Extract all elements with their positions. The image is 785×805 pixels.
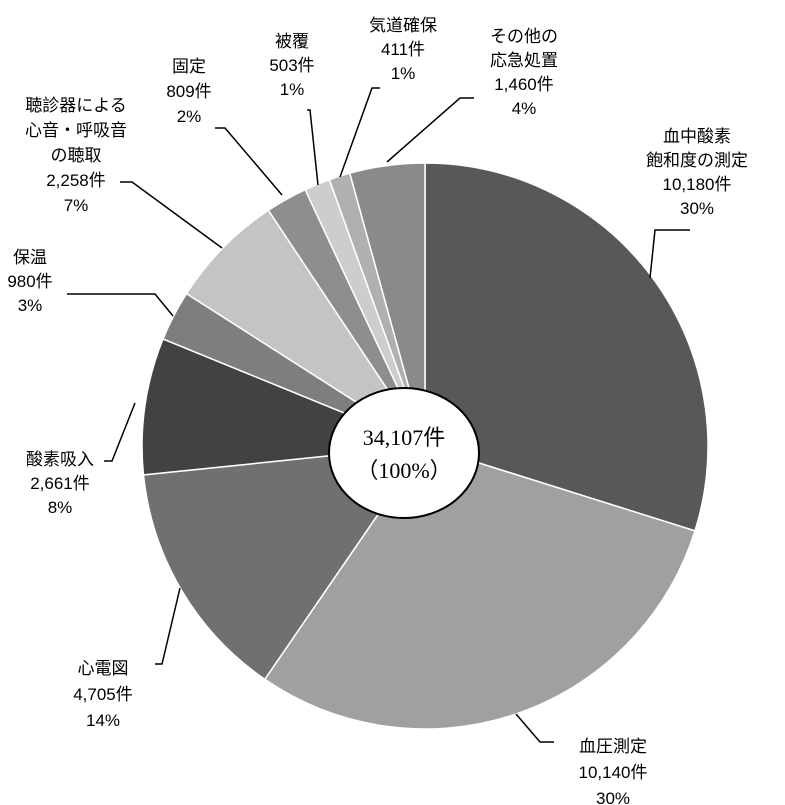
- slice-label-line: 4%: [512, 99, 537, 118]
- slice-label-line: 血圧測定: [579, 737, 647, 756]
- slice-label-6: 固定 809件 2%: [166, 57, 211, 126]
- slice-label-line: 10,140件: [579, 763, 648, 782]
- slice-labels: 血中酸素飽和度の測定 10,180件 30% 血圧測定 10,140件 30% 心電図 4,7…: [7, 16, 748, 805]
- slice-label-line: 3%: [18, 296, 43, 315]
- slice-label-line: 気道確保: [369, 16, 437, 35]
- slice-label-2: 心電図 4,705件 14%: [73, 659, 133, 730]
- leader-line-1: [515, 713, 554, 743]
- slice-label-line: 14%: [86, 711, 120, 730]
- slice-label-3: 酸素吸入 2,661件 8%: [26, 450, 94, 517]
- pie-slice-2: [142, 445, 427, 681]
- slice-label-0: 血中酸素飽和度の測定 10,180件 30%: [646, 127, 748, 218]
- slice-label-line: 30%: [680, 199, 714, 218]
- center-total-count: 34,107件: [363, 425, 446, 450]
- leader-line-2: [155, 587, 181, 665]
- slice-label-line: 飽和度の測定: [646, 151, 748, 170]
- leader-lines: [67, 87, 690, 743]
- slice-label-line: 30%: [596, 789, 630, 805]
- slice-label-line: 2,661件: [30, 474, 90, 493]
- leader-line-3: [104, 402, 136, 462]
- slice-label-1: 血圧測定 10,140件 30%: [579, 737, 648, 805]
- slice-label-line: 保温: [13, 248, 47, 267]
- slice-label-line: 503件: [269, 56, 314, 75]
- slice-label-line: 7%: [64, 196, 89, 215]
- pie-slice-5: [185, 209, 426, 447]
- leader-line-7: [307, 109, 319, 186]
- slice-label-line: 10,180件: [663, 175, 732, 194]
- slice-label-line: の聴取: [51, 146, 102, 165]
- pie-slice-0: [424, 162, 709, 532]
- slice-label-line: 1%: [280, 80, 305, 99]
- leader-line-4: [67, 293, 174, 317]
- center-total-percent: （100%）: [356, 458, 451, 483]
- slice-label-4: 保温 980件 3%: [7, 248, 52, 315]
- center-total-circle: [328, 387, 480, 519]
- slice-label-line: その他の: [490, 27, 558, 46]
- slice-label-line: 4,705件: [73, 685, 133, 704]
- slice-label-line: 心音・呼吸音: [25, 121, 127, 140]
- slice-label-line: 1,460件: [494, 75, 554, 94]
- slice-label-line: 2,258件: [46, 171, 106, 190]
- slice-label-line: 2%: [177, 107, 202, 126]
- slice-label-line: 血中酸素: [663, 127, 731, 146]
- leader-line-6: [215, 127, 283, 196]
- leader-line-5: [120, 181, 223, 249]
- pie-slice-9: [348, 162, 426, 447]
- leader-line-8: [339, 87, 380, 178]
- leader-line-0: [649, 229, 690, 279]
- slice-label-line: 固定: [172, 57, 206, 76]
- slice-label-line: 心電図: [78, 659, 129, 678]
- slice-label-line: 応急処置: [490, 51, 558, 70]
- slice-label-7: 被覆 503件 1%: [269, 32, 314, 99]
- slice-label-line: 聴診器による: [25, 96, 127, 115]
- slice-label-line: 980件: [7, 272, 52, 291]
- slice-label-line: 809件: [166, 82, 211, 101]
- slice-label-line: 8%: [48, 498, 73, 517]
- slice-label-9: その他の応急処置 1,460件 4%: [490, 27, 558, 118]
- slice-label-line: 411件: [381, 40, 425, 59]
- slice-label-line: 酸素吸入: [26, 450, 94, 469]
- pie-slice-1: [263, 445, 696, 730]
- slice-label-5: 聴診器による心音・呼吸音の聴取 2,258件 7%: [25, 96, 127, 215]
- slice-label-line: 1%: [391, 64, 416, 83]
- leader-line-9: [386, 97, 474, 163]
- slice-label-line: 被覆: [275, 32, 309, 51]
- slice-label-8: 気道確保 411件 1%: [369, 16, 437, 83]
